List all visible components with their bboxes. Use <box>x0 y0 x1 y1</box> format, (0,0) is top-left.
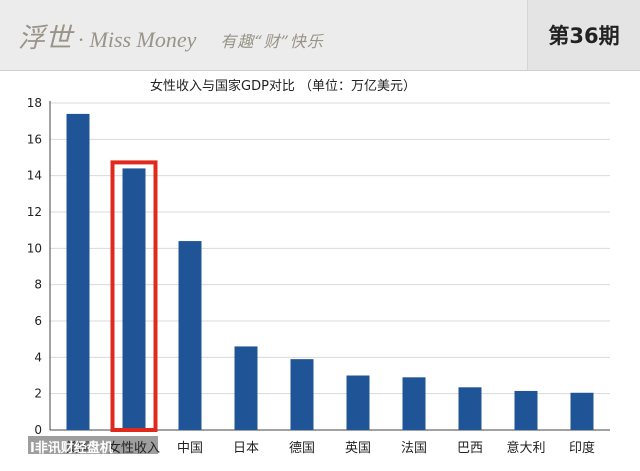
bar <box>458 387 482 430</box>
bar <box>514 390 538 430</box>
y-tick-label: 8 <box>34 278 42 292</box>
brand-tagline: 有趣“财”快乐 <box>220 32 324 51</box>
x-category-label: 中国 <box>177 441 203 456</box>
y-tick-label: 4 <box>34 350 42 364</box>
issue-box: 第36期 <box>527 0 640 70</box>
brand-logo: 浮世 · Miss Money 有趣“财”快乐 <box>18 16 324 56</box>
x-category-label: 印度 <box>569 440 595 456</box>
y-tick-label: 6 <box>34 314 42 328</box>
watermark-text: I非讯财经盘机 <box>30 441 113 456</box>
y-tick-label: 2 <box>34 387 42 401</box>
bar <box>570 392 594 430</box>
highlight-box <box>110 160 158 432</box>
x-category-label: 法国 <box>401 441 427 456</box>
issue-number: 第36期 <box>548 24 620 48</box>
chart-title: 女性收入与国家GDP对比 （单位：万亿美元） <box>150 79 417 94</box>
brand-chinese-name: 浮世 <box>18 23 72 54</box>
y-tick-label: 10 <box>27 241 42 255</box>
y-tick-label: 16 <box>27 132 42 146</box>
bar <box>178 241 202 430</box>
x-category-label: 意大利 <box>506 440 545 456</box>
x-category-label: 德国 <box>289 441 315 456</box>
watermark-bar <box>28 436 158 454</box>
bar <box>290 359 314 430</box>
y-tick-label: 14 <box>27 169 42 183</box>
bar <box>66 113 90 431</box>
bar <box>346 375 370 430</box>
y-tick-label: 0 <box>34 423 42 437</box>
y-tick-label: 18 <box>27 96 42 110</box>
x-category-label: 女性收入 <box>108 440 160 456</box>
bar <box>402 377 426 430</box>
brand-english-name: Miss Money <box>89 27 197 52</box>
bar <box>122 168 146 430</box>
header-bar: 浮世 · Miss Money 有趣“财”快乐 第36期 <box>0 0 640 71</box>
brand-dot: · <box>78 27 84 52</box>
x-category-label: 美国 <box>65 441 91 456</box>
y-tick-label: 12 <box>27 205 42 219</box>
x-category-label: 巴西 <box>457 441 483 456</box>
x-category-label: 英国 <box>345 441 371 456</box>
x-category-label: 日本 <box>233 441 259 456</box>
bar <box>234 346 258 430</box>
